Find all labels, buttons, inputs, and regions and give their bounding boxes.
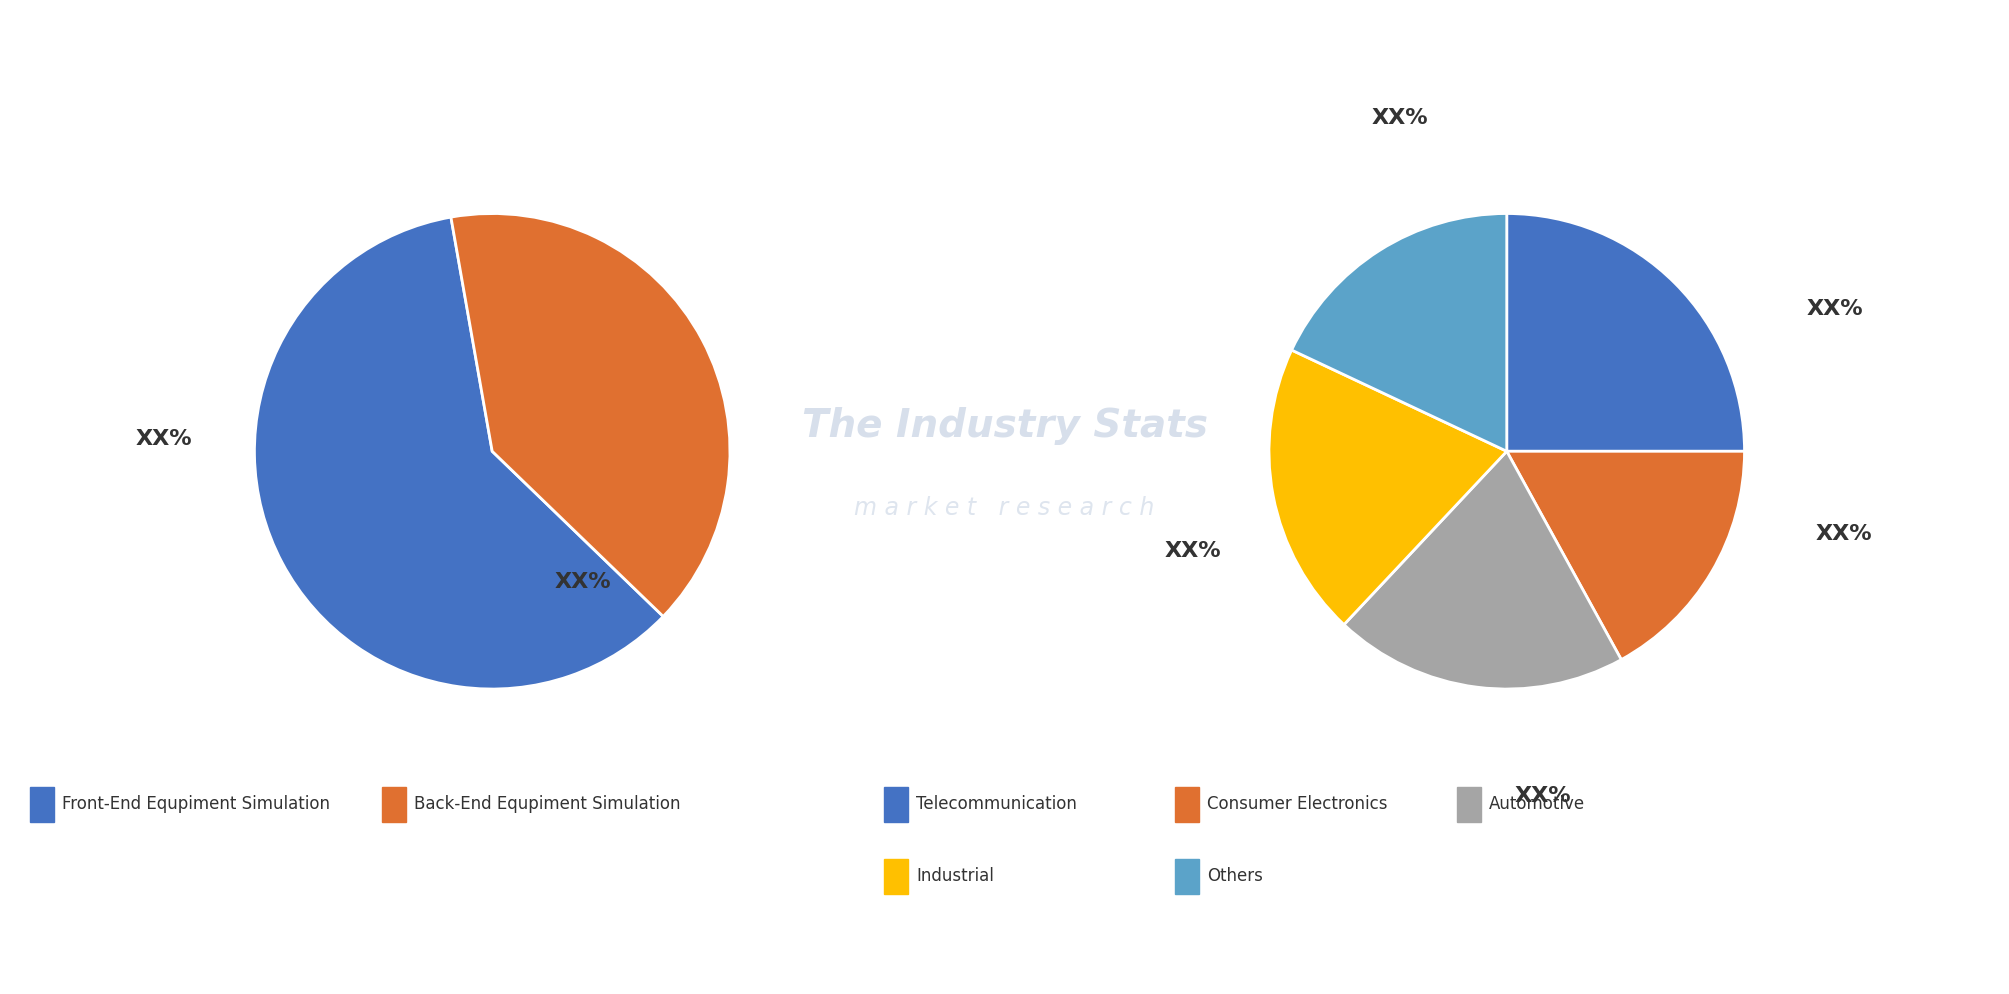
Text: XX%: XX% [1806, 298, 1862, 319]
Wedge shape [1292, 214, 1507, 451]
Text: XX%: XX% [137, 429, 193, 449]
Bar [1175, 787, 1199, 822]
Bar [1457, 787, 1481, 822]
Text: Front-End Equpiment Simulation: Front-End Equpiment Simulation [62, 795, 329, 813]
Bar [382, 787, 406, 822]
Bar [1175, 859, 1199, 894]
Text: m a r k e t   r e s e a r c h: m a r k e t r e s e a r c h [854, 496, 1155, 520]
Text: XX%: XX% [1165, 541, 1221, 562]
Text: Source: Theindustrystats Analysis: Source: Theindustrystats Analysis [24, 943, 400, 963]
Text: Telecommunication: Telecommunication [916, 795, 1077, 813]
Wedge shape [1507, 451, 1744, 660]
Text: XX%: XX% [1515, 786, 1571, 806]
Text: Fig. Global Semiconductor Device Modeling and Simulation Market Share by Product: Fig. Global Semiconductor Device Modelin… [26, 36, 1412, 98]
Text: XX%: XX% [554, 572, 611, 592]
Bar [30, 787, 54, 822]
Text: Industrial: Industrial [916, 868, 994, 886]
Bar [884, 859, 908, 894]
Text: The Industry Stats: The Industry Stats [802, 407, 1207, 445]
Wedge shape [1507, 214, 1744, 451]
Wedge shape [1270, 350, 1507, 624]
Bar [884, 787, 908, 822]
Text: Website: www.theindustrystats.com: Website: www.theindustrystats.com [1559, 943, 1957, 963]
Text: Back-End Equpiment Simulation: Back-End Equpiment Simulation [414, 795, 681, 813]
Text: Consumer Electronics: Consumer Electronics [1207, 795, 1388, 813]
Text: XX%: XX% [1816, 525, 1872, 545]
Text: Automotive: Automotive [1489, 795, 1585, 813]
Wedge shape [450, 214, 729, 616]
Text: Email: sales@theindustrystats.com: Email: sales@theindustrystats.com [611, 943, 996, 963]
Text: Others: Others [1207, 868, 1264, 886]
Text: XX%: XX% [1372, 108, 1428, 128]
Wedge shape [1344, 451, 1621, 689]
Wedge shape [255, 217, 663, 689]
